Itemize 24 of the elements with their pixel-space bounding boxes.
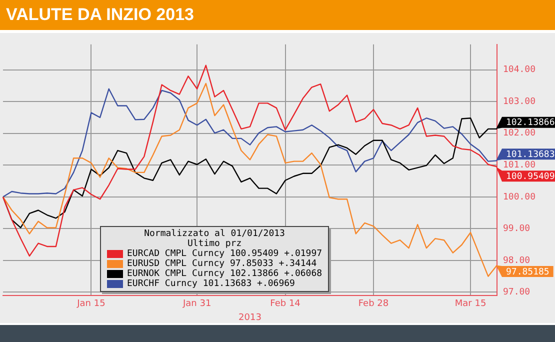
text: 100.95409 [506,172,555,182]
y-tick-label: 99.00 [503,224,530,234]
x-tick-label: Jan 31 [182,299,212,310]
legend-label: EURCHF Curncy 101.13683 +.06969 [127,279,295,289]
text: 101.13683 [506,150,555,160]
y-tick-label: 97.00 [503,288,530,298]
x-tick-label: Feb 14 [270,299,301,310]
x-axis-title: 2013 [238,312,262,323]
y-tick-label: 102.00 [503,128,536,139]
y-tick-label: 98.00 [503,256,530,266]
y-tick-label: 104.00 [503,65,536,76]
y-tick-label: 101.00 [503,160,536,170]
chart-title: VALUTE DA INZIO 2013 [0,0,555,30]
x-tick-label: Mar 15 [454,299,486,310]
legend-label: EURNOK CMPL Curncy 102.13866 +.06068 [127,269,322,279]
x-tick-label: Feb 28 [358,299,389,310]
y-tick-label: 100.00 [503,192,536,202]
legend-label: EURUSD CMPL Curncy 97.85033 +.34144 [127,259,317,269]
text: 102.13866 [506,118,555,128]
y-tick-label: 103.00 [503,96,536,107]
text: 97.85185 [506,267,550,278]
legend-label: EURCAD CMPL Curncy 100.95409 +.01997 [127,249,322,259]
legend-title: Normalizzato al 01/01/2013 Ultimo prz [143,229,286,249]
x-tick-label: Jan 15 [76,299,106,310]
